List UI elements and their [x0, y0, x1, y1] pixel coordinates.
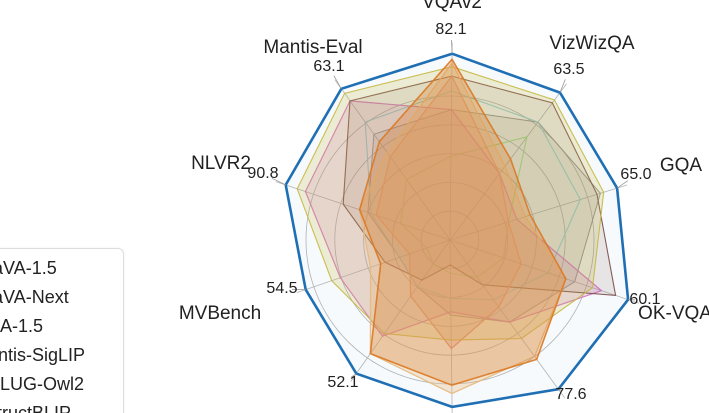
svg-text:77.6: 77.6 — [555, 386, 586, 403]
svg-text:NLVR2: NLVR2 — [191, 153, 251, 174]
svg-text:63.5: 63.5 — [553, 61, 584, 78]
svg-text:90.8: 90.8 — [247, 165, 278, 182]
svg-text:52.1: 52.1 — [327, 374, 358, 391]
svg-text:GQA: GQA — [660, 155, 703, 176]
svg-text:54.5: 54.5 — [266, 280, 297, 297]
svg-text:82.1: 82.1 — [435, 21, 466, 38]
svg-text:VizWizQA: VizWizQA — [549, 33, 634, 54]
svg-text:63.1: 63.1 — [313, 58, 344, 75]
svg-text:60.1: 60.1 — [629, 291, 660, 308]
svg-text:VQAv2: VQAv2 — [422, 0, 482, 13]
svg-text:65.0: 65.0 — [620, 166, 651, 183]
svg-text:MVBench: MVBench — [179, 303, 261, 324]
svg-text:Mantis-Eval: Mantis-Eval — [263, 37, 362, 58]
